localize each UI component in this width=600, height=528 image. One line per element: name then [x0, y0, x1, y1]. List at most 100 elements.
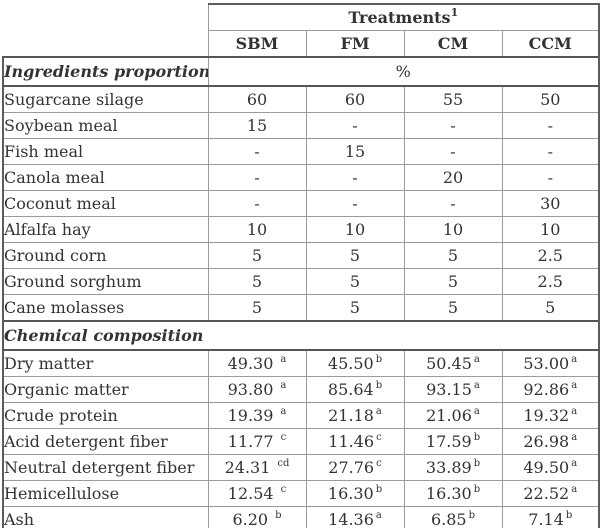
cell-value: 12.54 c	[207, 480, 307, 507]
row-label: Organic matter	[2, 376, 209, 403]
table-row: Crude protein 19.39 a 21.18 a 21.06 a 19.32…	[2, 402, 600, 429]
cell-value: 19.32 a	[501, 402, 600, 429]
column-header-ccm: CCM	[501, 30, 600, 58]
cell-value: -	[501, 138, 600, 165]
corner-cell	[3, 30, 208, 57]
row-label: Neutral detergent fiber	[2, 454, 209, 481]
section-title-chemical: Chemical composition	[1, 320, 600, 351]
significance-letter: b	[473, 457, 481, 469]
significance-letter: c	[376, 431, 382, 443]
table-row: Hemicellulose 12.54 c 16.30 b 16.30 b 22.52…	[2, 480, 600, 507]
measurement-value: 7.14	[528, 510, 564, 528]
cell-value: 92.86 a	[501, 376, 600, 403]
column-header-sbm: SBM	[207, 30, 307, 58]
significance-letter: a	[473, 405, 480, 417]
cell-value: 19.39 a	[207, 402, 307, 429]
cell-value: 93.80 a	[207, 376, 307, 403]
measurement-value: 21.06	[426, 406, 472, 425]
row-label: Coconut meal	[2, 190, 209, 217]
cell-value: 50	[501, 85, 600, 113]
measurement-value: 50.45	[426, 354, 472, 373]
cell-value: 5	[501, 294, 600, 322]
significance-letter: b	[473, 483, 481, 495]
measurement-value: 11.46	[328, 432, 375, 451]
cell-value: 26.98 a	[501, 428, 600, 455]
measurement-value: 26.98	[523, 432, 570, 451]
significance-letter: a	[571, 379, 578, 391]
table-row: Cane molasses 5 5 5 5	[2, 294, 600, 322]
row-label: Ground corn	[2, 242, 209, 269]
significance-letter: c	[280, 431, 287, 443]
cell-value: 22.52 a	[501, 480, 600, 507]
significance-letter: a	[571, 353, 578, 365]
cell-value: 7.14 b	[501, 506, 600, 528]
table-row: Organic matter 93.80 a 85.64 b 93.15 a 92.8…	[2, 376, 600, 403]
cell-value: 5	[305, 242, 405, 269]
measurement-value: 45.50	[327, 354, 374, 373]
significance-letter: b	[468, 509, 476, 521]
cell-value: 16.30 b	[305, 480, 405, 507]
column-header-cm: CM	[403, 30, 503, 58]
row-label: Soybean meal	[2, 112, 209, 139]
measurement-value: 21.18	[328, 406, 374, 425]
cell-value: 5	[305, 268, 405, 295]
cell-value: 21.18 a	[305, 402, 405, 429]
cell-value: 50.45 a	[403, 349, 503, 377]
row-label: Ground sorghum	[2, 268, 209, 295]
cell-value: -	[305, 112, 405, 139]
cell-value: 15	[207, 112, 307, 139]
measurement-value: 49.50	[523, 458, 570, 477]
cell-value: -	[305, 190, 405, 217]
measurement-value: 16.30	[425, 484, 472, 503]
measurement-value: 14.36	[328, 510, 374, 528]
row-label: Cane molasses	[2, 294, 209, 322]
measurement-value: 22.52	[523, 484, 570, 503]
row-label: Fish meal	[2, 138, 209, 165]
significance-letter: a	[571, 431, 578, 443]
significance-letter: a	[280, 405, 287, 417]
cell-value: 60	[305, 85, 405, 113]
cell-value: 15	[305, 138, 405, 165]
measurement-value: 53.00	[523, 354, 570, 373]
measurement-value: 49.30	[227, 354, 274, 373]
cell-value: 5	[403, 242, 503, 269]
cell-value: 49.50 a	[501, 454, 600, 481]
cell-value: 5	[403, 268, 503, 295]
cell-value: 30	[501, 190, 600, 217]
measurement-value: 6.85	[430, 510, 467, 528]
cell-value: 11.77 c	[207, 428, 307, 455]
measurement-value: 11.77	[227, 432, 274, 451]
section-row-chemical: Chemical composition	[1, 320, 600, 351]
measurement-value: 92.86	[523, 380, 570, 399]
table-row: Acid detergent fiber 11.77 c 11.46 c 17.59…	[2, 428, 600, 455]
table-row: Ground corn 5 5 5 2.5	[2, 242, 600, 269]
cell-value: -	[403, 112, 503, 139]
cell-value: 45.50 b	[305, 349, 405, 377]
table-row: Alfalfa hay 10 10 10 10	[2, 216, 600, 243]
table-row: Dry matter 49.30 a 45.50 b 50.45 a 53.00 a	[2, 349, 600, 377]
significance-letter: b	[375, 483, 383, 495]
significance-letter: b	[473, 431, 481, 443]
header-row-columns: SBM FM CM CCM	[3, 30, 600, 58]
measurement-value: 27.76	[328, 458, 375, 477]
table-row: Sugarcane silage 60 60 55 50	[2, 85, 600, 113]
table-row: Ash 6.20 b 14.36 a 6.85 b 7.14 b	[2, 506, 600, 528]
cell-value: 5	[305, 294, 405, 322]
measurement-value: 16.30	[327, 484, 374, 503]
significance-letter: a	[280, 379, 287, 391]
cell-value: 53.00 a	[501, 349, 600, 377]
measurement-value: 12.54	[227, 484, 274, 503]
row-label: Dry matter	[2, 349, 209, 377]
cell-value: 33.89 b	[403, 454, 503, 481]
measurement-value: 19.39	[227, 406, 274, 425]
row-label: Canola meal	[2, 164, 209, 191]
cell-value: 16.30 b	[403, 480, 503, 507]
column-header-fm: FM	[305, 30, 405, 58]
measurement-value: 19.32	[523, 406, 570, 425]
cell-value: 11.46 c	[305, 428, 405, 455]
cell-value: 5	[207, 294, 307, 322]
significance-letter: c	[280, 483, 287, 495]
significance-letter: a	[571, 405, 578, 417]
significance-letter: b	[375, 379, 383, 391]
cell-value: -	[403, 138, 503, 165]
